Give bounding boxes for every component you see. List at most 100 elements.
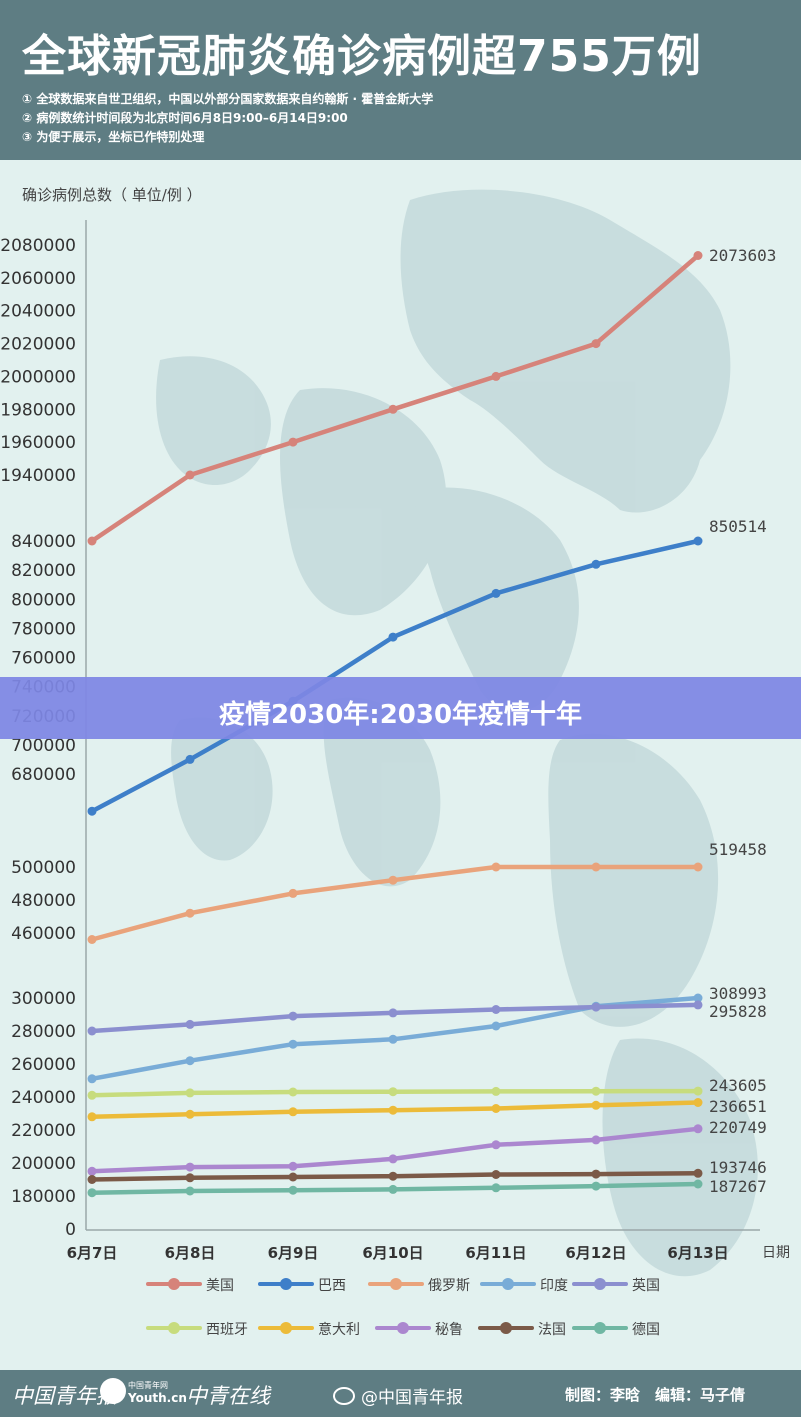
y-tick-label: 280000 [11,1022,76,1042]
data-point [591,1002,601,1012]
data-point [491,1140,501,1150]
data-point [185,1162,195,1172]
legend-marker [390,1278,402,1290]
end-value-label: 519458 [709,840,767,859]
data-point [591,1169,601,1179]
end-value-label: 193746 [709,1158,767,1177]
x-tick-label: 6月12日 [565,1244,626,1262]
series-line [89,253,701,544]
legend-marker [594,1278,606,1290]
y-tick-label: 1980000 [0,400,76,420]
page-title: 全球新冠肺炎确诊病例超755万例 [22,31,702,82]
legend-marker [280,1278,292,1290]
data-point [87,806,97,816]
banner-text: 疫情2030年:2030年疫情十年 [218,700,583,730]
data-point [591,1135,601,1145]
y-tick-label: 460000 [11,924,76,944]
data-point [388,632,398,642]
y-tick-label: 2080000 [0,236,76,256]
series-西班牙 [87,1086,703,1100]
youth-cn-small-label: 中国青年网 [128,1381,168,1390]
series-意大利 [87,1098,703,1122]
data-point [388,1034,398,1044]
data-point [87,1026,97,1036]
y-tick-label: 500000 [11,858,76,878]
notes: ① 全球数据来自世卫组织，中国以外部分国家数据来自约翰斯 · 霍普金斯大学 ② … [22,90,433,147]
weibo-icon [333,1387,355,1405]
y-tick-label: 780000 [11,619,76,639]
x-tick-label: 6月9日 [268,1244,319,1262]
data-point [388,1087,398,1097]
legend-label: 俄罗斯 [428,1278,470,1294]
data-point [693,1179,703,1189]
legend-label: 德国 [632,1322,660,1338]
data-point [288,1039,298,1049]
end-value-label: 187267 [709,1177,767,1196]
data-point [693,1168,703,1178]
logo-cyol: 中青在线 [186,1384,270,1408]
series-英国 [87,1000,703,1036]
y-tick-label: 240000 [11,1088,76,1108]
end-value-label: 850514 [709,517,767,536]
data-point [288,1107,298,1117]
data-point [693,251,703,260]
data-point [185,1056,195,1066]
data-point [693,1086,703,1096]
note-2: ② 病例数统计时间段为北京时间6月8日9:00–6月14日9:00 [22,111,348,125]
data-point [491,1005,501,1014]
y-tick-label: 2000000 [0,367,76,387]
banner: 疫情2030年:2030年疫情十年 [0,677,801,739]
footer: 中国青年报 中国青年网 Youth.cn 中青在线 @中国青年报 制图：李晗 编… [0,1370,801,1417]
data-point [693,1098,703,1107]
series-秘鲁 [87,1124,703,1176]
data-point [87,1175,97,1184]
x-tick-label: 6月11日 [465,1244,526,1262]
y-axis-label: 确诊病例总数（ 单位/例 ） [22,186,202,204]
youth-cn-icon [100,1378,126,1404]
data-point [388,1105,398,1115]
logo-china-youth-daily: 中国青年报 [12,1384,117,1408]
data-point [185,1173,195,1183]
y-tick-label: 760000 [11,649,76,669]
data-point [491,1170,501,1179]
legend-marker [168,1278,180,1290]
series-line [89,1126,701,1174]
data-point [591,1086,601,1096]
legend-marker [397,1322,409,1334]
y-tick-label: 840000 [11,532,76,552]
x-tick-label: 6月7日 [67,1244,118,1262]
legend-label: 秘鲁 [435,1322,463,1338]
note-1: ① 全球数据来自世卫组织，中国以外部分国家数据来自约翰斯 · 霍普金斯大学 [22,92,434,106]
end-value-label: 220749 [709,1118,767,1137]
weibo-handle: @中国青年报 [333,1383,463,1408]
legend-marker [594,1322,606,1334]
data-point [288,1161,298,1171]
data-point [87,935,97,944]
data-point [591,1100,601,1110]
data-point [288,437,298,447]
data-point [693,536,703,546]
y-tick-label: 180000 [11,1187,76,1207]
data-point [591,862,601,872]
data-point [591,559,601,569]
data-point [491,1183,501,1193]
note-3: ③ 为便于展示，坐标已作特别处理 [22,130,205,144]
data-point [491,862,501,872]
data-point [388,1008,398,1018]
data-point [693,993,703,1003]
legend-label: 意大利 [318,1322,360,1338]
y-tick-label: 1940000 [0,466,76,486]
x-tick-label: 6月10日 [362,1244,423,1262]
data-point [185,754,195,764]
series-美国 [87,251,703,546]
weibo-handle-text: @中国青年报 [361,1388,463,1408]
y-tick-label: 260000 [11,1055,76,1075]
logo-youth-cn: 中国青年网 Youth.cn [100,1378,187,1408]
series-俄罗斯 [87,862,703,944]
data-point [87,536,97,546]
y-tick-label: 200000 [11,1154,76,1174]
data-point [185,470,195,480]
end-value-label: 2073603 [709,246,776,265]
y-tick-label: 820000 [11,561,76,581]
